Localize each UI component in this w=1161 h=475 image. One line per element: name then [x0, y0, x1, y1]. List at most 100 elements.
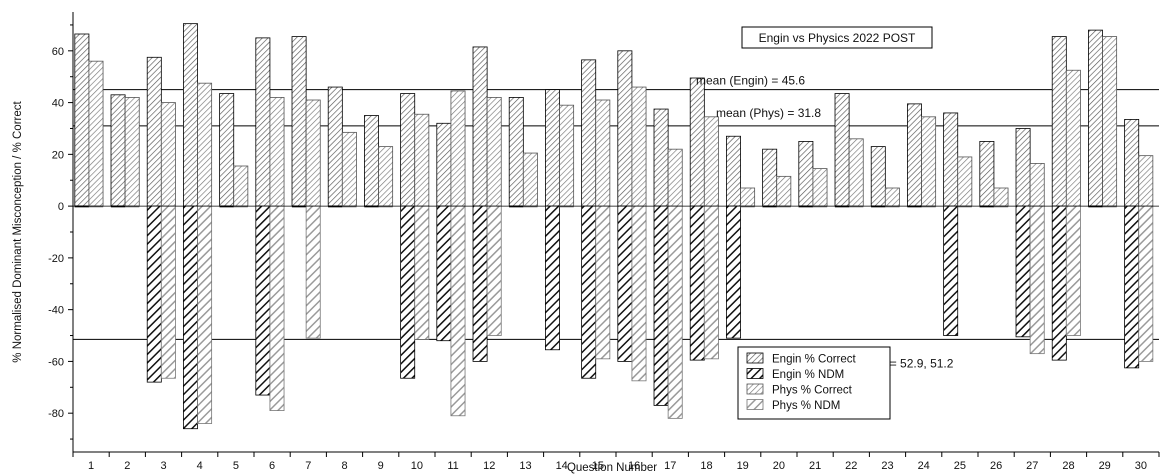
bar-phys-correct-q15 [595, 99, 611, 207]
bar-engin-ndm-q10 [400, 205, 416, 379]
bar-engin-correct-q13 [508, 97, 524, 207]
bar-phys-ndm-q6 [269, 205, 285, 411]
bar-phys-correct-q5 [233, 165, 249, 207]
x-tick-label-27: 27 [1026, 460, 1038, 472]
x-tick-label-28: 28 [1062, 460, 1074, 472]
reference-lines [73, 89, 1159, 340]
bar-engin-ndm-q15 [581, 205, 597, 379]
bar-engin-correct-q22 [834, 93, 850, 207]
bar-phys-correct-q30 [1138, 155, 1154, 207]
y-axis-title: % Normalised Dominant Misconception / % … [12, 100, 24, 362]
bar-phys-correct-q29 [1102, 36, 1118, 207]
y-tick-label-20: 20 [52, 149, 64, 161]
y-tick-label--40: -40 [48, 305, 64, 317]
bar-phys-ndm-q28 [1065, 205, 1081, 336]
chart-title-box: Engin vs Physics 2022 POST [741, 26, 933, 49]
legend-label-4: Phys % NDM [772, 400, 840, 412]
bar-phys-ndm-q30 [1138, 205, 1154, 362]
bar-engin-correct-q19 [726, 135, 741, 207]
x-tick-label-15: 15 [592, 460, 604, 472]
x-tick-label-19: 19 [737, 460, 749, 472]
bar-engin-ndm-q16 [617, 205, 633, 362]
y-tick-label-0: 0 [58, 201, 64, 213]
bar-engin-correct-q12 [472, 46, 488, 207]
bar-engin-ndm-q19 [726, 205, 741, 339]
bar-phys-ndm-q12 [486, 205, 502, 336]
x-tick-label-12: 12 [483, 460, 495, 472]
bar-phys-correct-q4 [197, 82, 213, 207]
bar-phys-correct-q6 [269, 97, 285, 207]
x-tick-label-23: 23 [881, 460, 893, 472]
bar-phys-correct-q12 [486, 97, 502, 207]
x-tick-label-1: 1 [88, 460, 94, 472]
bar-engin-correct-q4 [183, 23, 198, 207]
bar-phys-ndm-q10 [414, 205, 430, 340]
x-tick-label-11: 11 [447, 460, 458, 472]
bar-engin-ndm-q17 [653, 205, 669, 406]
x-tick-label-4: 4 [197, 460, 203, 472]
bar-engin-correct-q26 [979, 141, 995, 207]
legend-swatch-3 [746, 383, 764, 395]
bar-phys-correct-q19 [740, 187, 756, 207]
chart-title: Engin vs Physics 2022 POST [759, 31, 916, 45]
bar-engin-correct-q9 [364, 115, 379, 207]
bar-engin-correct-q7 [291, 36, 307, 207]
x-tick-label-6: 6 [269, 460, 275, 472]
legend-swatch-1 [746, 352, 764, 364]
bar-engin-ndm-q4 [183, 205, 198, 430]
bar-phys-correct-q23 [884, 187, 900, 207]
bar-engin-correct-q21 [798, 141, 814, 207]
y-tick-label-60: 60 [52, 46, 64, 58]
x-tick-label-5: 5 [233, 460, 239, 472]
bar-phys-correct-q26 [993, 187, 1009, 207]
legend: Engin % Correct Engin % NDM Phys % Correct… [737, 346, 891, 420]
bar-phys-correct-q10 [414, 113, 430, 207]
bar-engin-correct-q29 [1088, 29, 1103, 207]
y-tick-label--20: -20 [48, 253, 64, 265]
y-tick-label--80: -80 [48, 408, 64, 420]
bar-engin-correct-q23 [870, 146, 886, 207]
bar-engin-correct-q25 [943, 112, 959, 207]
bar-engin-correct-q16 [617, 50, 633, 207]
legend-swatch-2 [746, 368, 764, 379]
x-tick-label-7: 7 [305, 460, 311, 472]
bar-phys-ndm-q4 [197, 205, 213, 424]
x-tick-label-24: 24 [918, 460, 930, 472]
bar-phys-correct-q22 [848, 138, 864, 207]
bar-engin-correct-q20 [762, 148, 778, 207]
x-tick-label-14: 14 [556, 460, 568, 472]
x-tick-label-17: 17 [664, 460, 676, 472]
x-tick-label-8: 8 [341, 460, 347, 472]
chart-title-frame [741, 26, 933, 49]
bar-phys-correct-q24 [921, 116, 937, 207]
bar-phys-correct-q28 [1065, 69, 1081, 207]
bar-phys-correct-q3 [160, 102, 176, 207]
x-tick-label-2: 2 [124, 460, 130, 472]
x-tick-label-3: 3 [160, 460, 166, 472]
bar-phys-correct-q9 [378, 146, 394, 207]
bar-phys-ndm-q15 [595, 205, 611, 360]
bar-engin-correct-q6 [255, 37, 271, 207]
bar-engin-ndm-q30 [1124, 205, 1140, 369]
bar-phys-correct-q27 [1029, 163, 1045, 207]
bar-engin-correct-q1 [74, 33, 90, 207]
bar-engin-ndm-q28 [1051, 205, 1067, 361]
x-tick-label-30: 30 [1135, 460, 1147, 472]
x-tick-label-10: 10 [411, 460, 423, 472]
bar-phys-correct-q14 [559, 104, 575, 207]
bar-engin-ndm-q27 [1015, 205, 1031, 338]
bar-phys-correct-q25 [957, 156, 973, 207]
bar-engin-correct-q5 [219, 93, 235, 207]
bar-phys-correct-q2 [124, 97, 140, 207]
x-tick-label-25: 25 [954, 460, 966, 472]
bar-engin-ndm-q25 [943, 205, 959, 336]
legend-label-2: Engin % NDM [772, 369, 844, 381]
bar-engin-correct-q14 [545, 89, 560, 207]
bar-phys-correct-q20 [776, 175, 792, 207]
bar-engin-ndm-q3 [146, 205, 162, 383]
bar-engin-correct-q30 [1124, 119, 1140, 207]
legend-label-3: Phys % Correct [772, 385, 853, 397]
bar-engin-correct-q15 [581, 59, 597, 207]
x-tick-label-29: 29 [1099, 460, 1111, 472]
